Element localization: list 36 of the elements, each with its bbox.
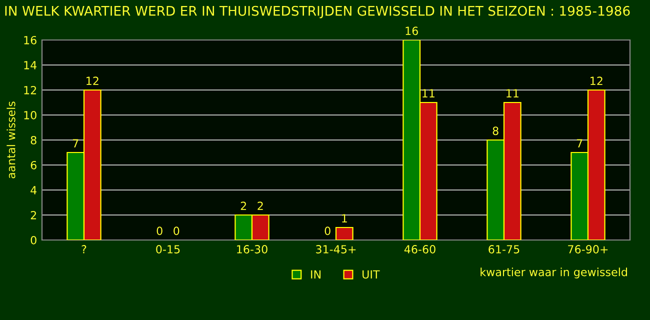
x-tick-label: ? xyxy=(82,245,86,254)
data-label: 2 xyxy=(258,202,263,210)
data-label: 11 xyxy=(506,89,518,98)
data-label: 11 xyxy=(422,89,434,98)
y-tick-label: 0 xyxy=(30,236,36,244)
x-tick-label: 0-15 xyxy=(156,245,180,254)
y-tick-label: 12 xyxy=(24,86,36,94)
y-tick-label: 14 xyxy=(24,61,37,70)
data-label: 0 xyxy=(156,226,162,236)
x-tick-label: 46-60 xyxy=(404,245,436,254)
y-tick-label: 8 xyxy=(30,136,36,144)
x-tick-label: 31-45+ xyxy=(316,245,356,254)
y-tick-label: 6 xyxy=(30,160,36,170)
chart-title: IN WELK KWARTIER WERD ER IN THUISWEDSTRIJDEN GEWISSELD IN HET SEIZOEN : 1985-1986 xyxy=(5,6,630,18)
data-label: 0 xyxy=(174,226,180,236)
legend-label: IN xyxy=(311,270,320,278)
bar xyxy=(335,226,354,240)
y-tick-label: 16 xyxy=(24,36,36,44)
data-label: 12 xyxy=(86,76,98,85)
y-axis-title: aantal wissels xyxy=(6,102,16,178)
x-tick-label: 16-30 xyxy=(237,245,268,254)
data-label: 7 xyxy=(72,139,78,148)
data-label: 0 xyxy=(324,226,330,236)
x-tick-label: 76-90+ xyxy=(568,245,608,254)
data-label: 7 xyxy=(576,139,582,148)
data-label: 12 xyxy=(590,76,602,85)
y-tick-label: 10 xyxy=(24,110,36,120)
data-label: 1 xyxy=(342,214,347,222)
x-axis-title: kwartier waar in gewisseld xyxy=(480,268,627,278)
data-label: 8 xyxy=(492,126,498,136)
data-label: 16 xyxy=(406,26,418,36)
legend-label: UIT xyxy=(362,270,380,279)
y-tick-label: 4 xyxy=(30,186,37,194)
data-label: 2 xyxy=(240,202,246,210)
y-tick-label: 2 xyxy=(30,210,36,220)
x-tick-label: 61-75 xyxy=(488,245,520,254)
